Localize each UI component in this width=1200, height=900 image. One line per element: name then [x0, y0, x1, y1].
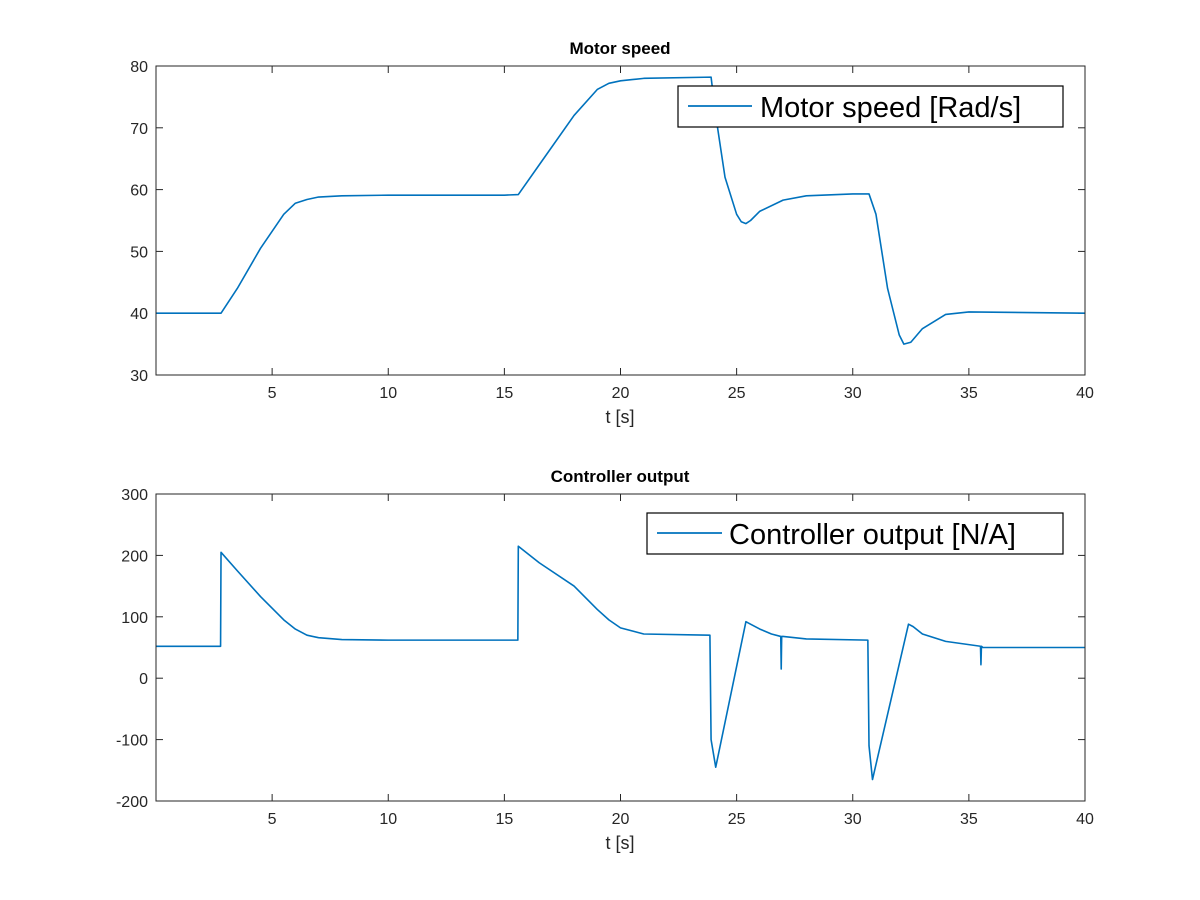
controller-output-x-tick-label: 5: [268, 811, 277, 828]
motor-speed-ticks: 5 10 15 20 25 30 35 40 30 40 50 60 70 80: [130, 59, 1094, 402]
controller-output-series-line: [156, 545, 1085, 781]
controller-output-y-tick-label: -100: [116, 733, 148, 750]
controller-output-x-tick-label: 40: [1076, 811, 1094, 828]
motor-speed-legend: Motor speed [Rad/s]: [677, 85, 1064, 128]
motor-speed-y-tick-label: 80: [130, 59, 148, 76]
controller-output-y-tick-label: 300: [121, 487, 148, 504]
motor-speed-x-tick-label: 40: [1076, 385, 1094, 402]
controller-output-x-tick-label: 20: [612, 811, 630, 828]
motor-speed-x-tick-label: 15: [495, 385, 513, 402]
controller-output-legend: Controller output [N/A]: [646, 512, 1064, 555]
controller-output-y-tick-label: 200: [121, 548, 148, 565]
motor-speed-axes: [155, 65, 1086, 376]
motor-speed-x-tick-label: 35: [960, 385, 978, 402]
controller-output-plot: Controller output 5 10 15 20 25 30 35 40 -200 -10…: [116, 467, 1094, 853]
controller-output-x-tick-label: 25: [728, 811, 746, 828]
motor-speed-x-tick-label: 10: [379, 385, 397, 402]
motor-speed-x-tick-label: 20: [612, 385, 630, 402]
motor-speed-y-tick-label: 50: [130, 244, 148, 261]
motor-speed-y-tick-label: 70: [130, 121, 148, 138]
motor-speed-y-tick-label: 40: [130, 306, 148, 323]
motor-speed-plot: Motor speed 5 10 15 20 25 30 35 40304050607080 …: [130, 39, 1094, 427]
motor-speed-y-tick-label: 60: [130, 183, 148, 200]
motor-speed-x-tick-label: 25: [728, 385, 746, 402]
motor-speed-title: Motor speed: [569, 39, 670, 58]
controller-output-title: Controller output: [551, 467, 690, 486]
controller-output-ticks: 5 10 15 20 25 30 35 40 -200 -100 0 100 200 300: [116, 487, 1094, 828]
controller-output-legend-label: Controller output [N/A]: [729, 519, 1016, 551]
motor-speed-legend-label: Motor speed [Rad/s]: [760, 92, 1021, 124]
controller-output-y-tick-label: -200: [116, 794, 148, 811]
motor-speed-x-tick-label: 30: [844, 385, 862, 402]
controller-output-x-tick-label: 30: [844, 811, 862, 828]
motor-speed-y-tick-label: 30: [130, 368, 148, 385]
controller-output-x-axis-label: t [s]: [605, 833, 634, 853]
controller-output-y-tick-label: 100: [121, 610, 148, 627]
controller-output-x-tick-label: 35: [960, 811, 978, 828]
motor-speed-x-axis-label: t [s]: [605, 407, 634, 427]
controller-output-axes: [155, 493, 1086, 802]
controller-output-x-tick-label: 15: [495, 811, 513, 828]
controller-output-y-tick-label: 0: [139, 671, 148, 688]
controller-output-x-tick-label: 10: [379, 811, 397, 828]
motor-speed-x-tick-label: 5: [268, 385, 277, 402]
